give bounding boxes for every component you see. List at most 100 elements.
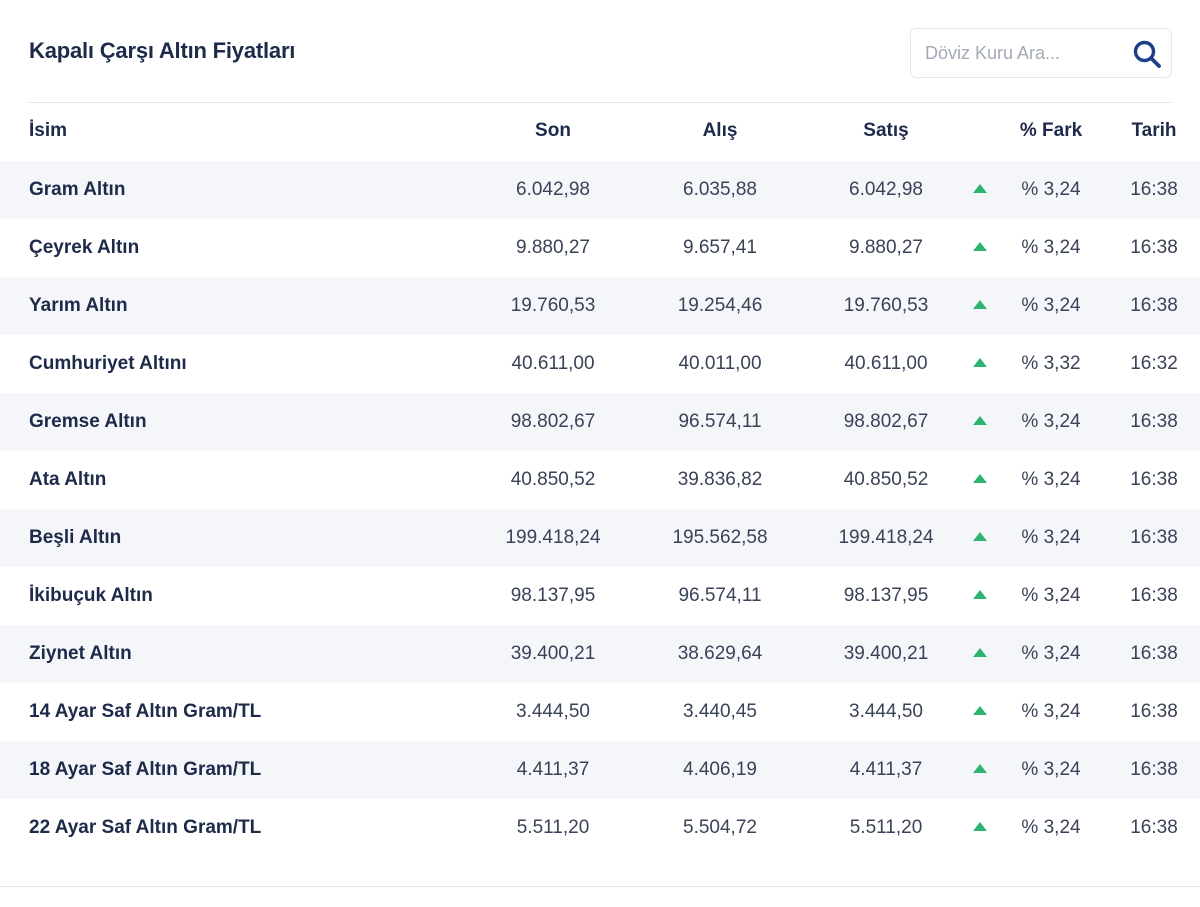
row-fark-value: % 3,24	[1021, 237, 1081, 258]
trend-up-icon	[971, 683, 989, 741]
row-fark-value: % 3,24	[1021, 585, 1081, 606]
row-son-value: 40.611,00	[511, 353, 595, 374]
table-row[interactable]: Beşli Altın 199.418,24 195.562,58 199.418,2…	[0, 509, 1200, 567]
row-name: 14 Ayar Saf Altın Gram/TL	[29, 701, 262, 722]
table-row[interactable]: Çeyrek Altın 9.880,27 9.657,41 9.880,27 % 3,…	[0, 219, 1200, 277]
trend-up-icon	[971, 451, 989, 509]
row-name: Gram Altın	[29, 179, 126, 200]
table-row[interactable]: Gram Altın 6.042,98 6.035,88 6.042,98 % 3,24…	[0, 161, 1200, 219]
table-row[interactable]: Ziynet Altın 39.400,21 38.629,64 39.400,21%…	[0, 625, 1200, 683]
row-name: 22 Ayar Saf Altın Gram/TL	[29, 817, 262, 838]
row-tarih-value: 16:38	[1130, 295, 1178, 316]
column-header-fark[interactable]: % Fark	[1019, 120, 1083, 141]
arrow-up-icon	[973, 183, 987, 193]
row-alis-value: 4.406,19	[683, 759, 757, 780]
row-name: Beşli Altın	[29, 527, 122, 548]
search-box	[910, 28, 1172, 78]
table-header: İsim Son Alış Satış % Fark Tarih	[0, 103, 1200, 161]
arrow-up-icon	[973, 589, 987, 599]
row-fark-value: % 3,24	[1021, 295, 1081, 316]
arrow-up-icon	[973, 357, 987, 367]
row-son-value: 4.411,37	[516, 759, 590, 780]
row-fark-value: % 3,24	[1021, 817, 1081, 838]
table-row[interactable]: İkibuçuk Altın 98.137,95 96.574,11 98.137,9…	[0, 567, 1200, 625]
arrow-up-icon	[973, 647, 987, 657]
row-son-value: 40.850,52	[510, 469, 596, 490]
row-alis-value: 195.562,58	[672, 527, 768, 548]
row-alis-value: 38.629,64	[677, 643, 763, 664]
row-son-value: 5.511,20	[516, 817, 590, 838]
trend-up-icon	[971, 741, 989, 799]
table-row[interactable]: Yarım Altın 19.760,53 19.254,46 19.760,53 % …	[0, 277, 1200, 335]
row-name: İkibuçuk Altın	[29, 585, 153, 606]
row-son-value: 199.418,24	[505, 527, 601, 548]
row-satis-value: 40.611,00	[844, 353, 928, 374]
column-header-isim[interactable]: İsim	[29, 120, 68, 141]
trend-up-icon	[971, 335, 989, 393]
column-header-son[interactable]: Son	[535, 120, 571, 141]
table-row[interactable]: Gremse Altın 98.802,67 96.574,11 98.802,67%…	[0, 393, 1200, 451]
row-tarih-value: 16:38	[1130, 701, 1178, 722]
row-alis-value: 5.504,72	[683, 817, 757, 838]
trend-up-icon	[971, 625, 989, 683]
trend-up-icon	[971, 277, 989, 335]
row-name: Ziynet Altın	[29, 643, 132, 664]
row-fark-value: % 3,24	[1021, 643, 1081, 664]
trend-up-icon	[971, 393, 989, 451]
row-name: Çeyrek Altın	[29, 237, 140, 258]
trend-up-icon	[971, 567, 989, 625]
row-fark-value: % 3,24	[1021, 701, 1081, 722]
row-satis-value: 39.400,21	[843, 643, 929, 664]
arrow-up-icon	[973, 821, 987, 831]
column-header-satis[interactable]: Satış	[863, 120, 909, 141]
row-satis-value: 4.411,37	[849, 759, 923, 780]
table-row[interactable]: Cumhuriyet Altını 40.611,00 40.011,00 40.61…	[0, 335, 1200, 393]
row-name: Gremse Altın	[29, 411, 147, 432]
arrow-up-icon	[973, 473, 987, 483]
row-alis-value: 9.657,41	[683, 237, 757, 258]
trend-up-icon	[971, 799, 989, 857]
column-header-tarih[interactable]: Tarih	[1131, 120, 1177, 141]
table-row[interactable]: 22 Ayar Saf Altın Gram/TL 5.511,20 5.504,7…	[0, 799, 1200, 857]
table-row[interactable]: 14 Ayar Saf Altın Gram/TL 3.444,50 3.440,4…	[0, 683, 1200, 741]
row-son-value: 6.042,98	[516, 179, 590, 200]
table-body: Gram Altın 6.042,98 6.035,88 6.042,98 % 3,24…	[0, 161, 1200, 857]
row-tarih-value: 16:38	[1130, 643, 1178, 664]
row-alis-value: 39.836,82	[677, 469, 763, 490]
row-son-value: 39.400,21	[510, 643, 596, 664]
row-fark-value: % 3,24	[1021, 179, 1081, 200]
row-fark-value: % 3,24	[1021, 411, 1081, 432]
row-son-value: 98.137,95	[510, 585, 596, 606]
row-satis-value: 98.137,95	[843, 585, 929, 606]
row-alis-value: 3.440,45	[683, 701, 757, 722]
row-tarih-value: 16:38	[1130, 237, 1178, 258]
table-row[interactable]: Ata Altın 40.850,52 39.836,82 40.850,52 % 3,…	[0, 451, 1200, 509]
row-fark-value: % 3,24	[1021, 759, 1081, 780]
search-icon[interactable]	[1131, 38, 1163, 70]
arrow-up-icon	[973, 415, 987, 425]
table-row[interactable]: 18 Ayar Saf Altın Gram/TL 4.411,37 4.406,1…	[0, 741, 1200, 799]
row-name: Ata Altın	[29, 469, 107, 490]
arrow-up-icon	[973, 531, 987, 541]
trend-up-icon	[971, 161, 989, 219]
row-name: 18 Ayar Saf Altın Gram/TL	[29, 759, 262, 780]
row-fark-value: % 3,32	[1021, 353, 1081, 374]
trend-up-icon	[971, 509, 989, 567]
page-title: Kapalı Çarşı Altın Fiyatları	[29, 38, 296, 63]
row-satis-value: 199.418,24	[838, 527, 934, 548]
header-divider	[28, 102, 1172, 103]
row-tarih-value: 16:38	[1130, 817, 1178, 838]
arrow-up-icon	[973, 241, 987, 251]
row-tarih-value: 16:38	[1130, 469, 1178, 490]
row-name: Yarım Altın	[29, 295, 128, 316]
row-satis-value: 19.760,53	[843, 295, 929, 316]
row-son-value: 98.802,67	[510, 411, 596, 432]
row-son-value: 19.760,53	[510, 295, 596, 316]
arrow-up-icon	[973, 299, 987, 309]
row-alis-value: 96.574,11	[678, 585, 762, 606]
column-header-alis[interactable]: Alış	[702, 120, 738, 141]
gold-prices-table: İsim Son Alış Satış % Fark Tarih Gram Al…	[0, 103, 1200, 857]
row-satis-value: 98.802,67	[843, 411, 929, 432]
search-input[interactable]	[911, 29, 1111, 77]
row-tarih-value: 16:32	[1130, 353, 1178, 374]
